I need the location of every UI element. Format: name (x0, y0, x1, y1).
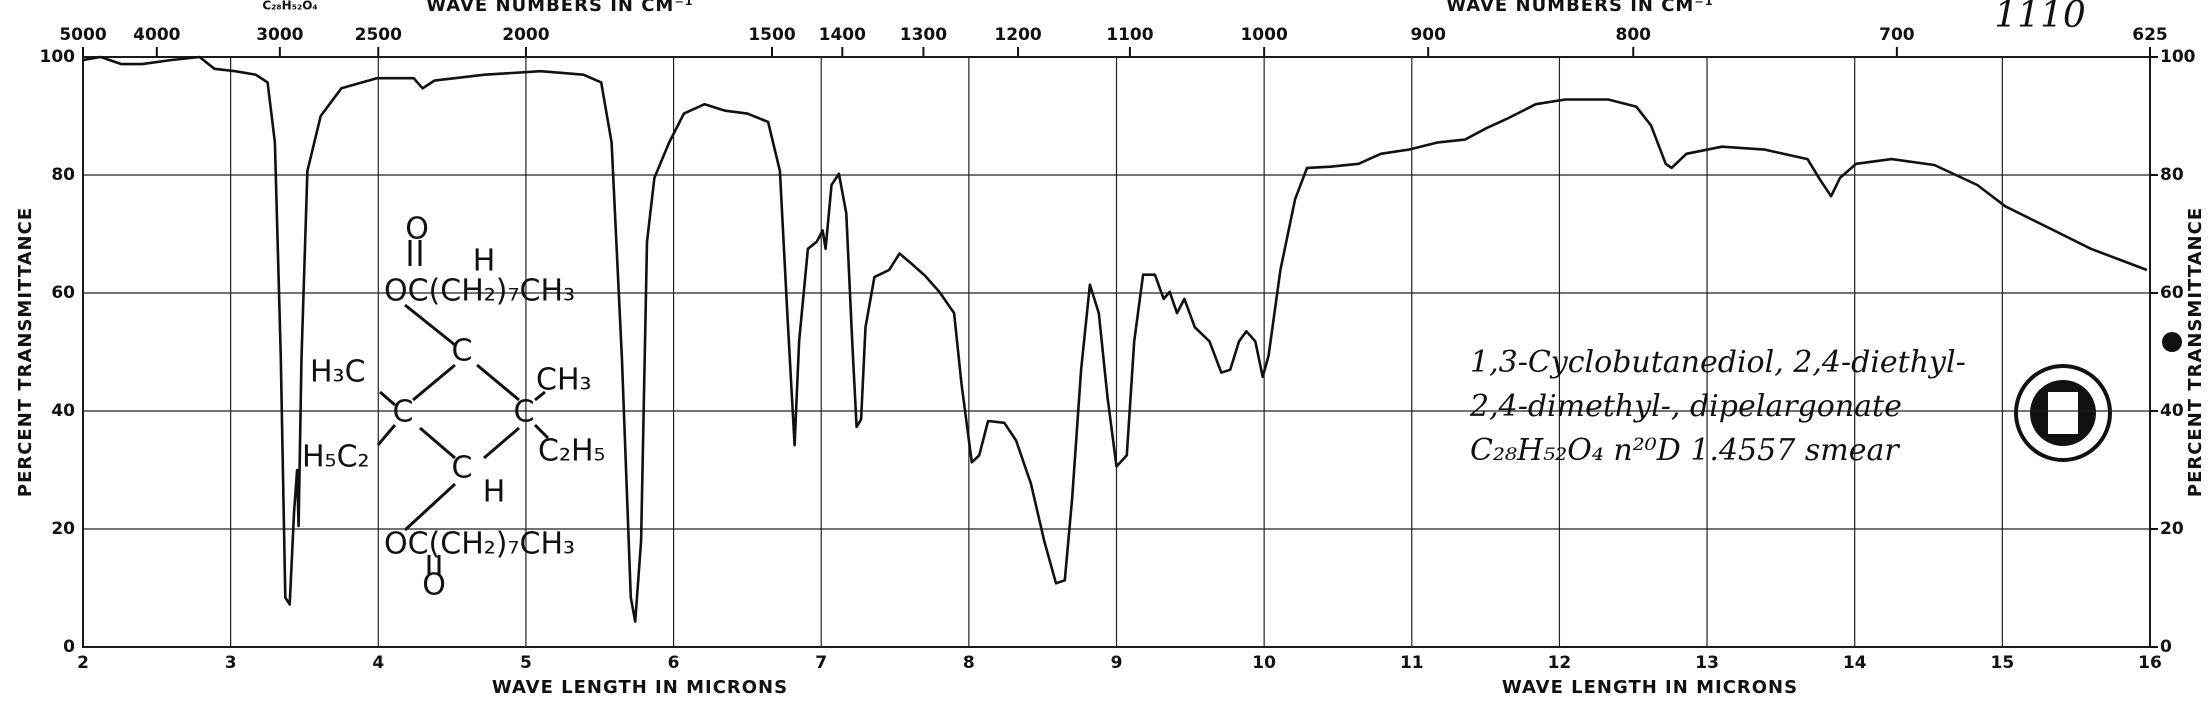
structure-label: H (483, 475, 506, 510)
x2-tick-label: 1000 (1240, 25, 1287, 45)
bond (403, 482, 457, 532)
structure-label: H₃C (310, 355, 366, 390)
bond (483, 426, 520, 460)
x-tick-label: 10 (1252, 653, 1276, 673)
bond (379, 390, 396, 407)
x2-axis-title: WAVE NUMBERS IN CM⁻¹ (1446, 0, 1713, 16)
y2-tick-label: 80 (2160, 165, 2184, 185)
y2-tick-label: 0 (2160, 637, 2172, 657)
sample-label-line: C₂₈H₅₂O₄ n²⁰D 1.4557 smear (1470, 433, 1900, 468)
formula-header: C₂₈H₅₂O₄ (262, 0, 317, 13)
y2-tick-label: 100 (2160, 47, 2196, 67)
x2-tick-label: 2000 (502, 25, 549, 45)
y-tick-label: 0 (63, 637, 75, 657)
y2-tick-label: 60 (2160, 283, 2184, 303)
sample-code: 1110 (1994, 0, 2086, 36)
y-axis-title: PERCENT TRANSMITTANCE (15, 207, 36, 497)
x2-tick-label: 900 (1410, 25, 1446, 45)
bond (419, 426, 456, 460)
x-tick-label: 3 (225, 653, 237, 673)
bond (533, 423, 550, 440)
bond (412, 363, 456, 402)
x2-tick-label: 5000 (59, 25, 106, 45)
bond (476, 363, 520, 402)
structure-label: OC(CH₂)₇CH₃ (384, 274, 575, 309)
x2-tick-label: 1200 (994, 25, 1041, 45)
sample-label-line: 1,3-Cyclobutanediol, 2,4-diethyl- (1470, 345, 1966, 380)
x-tick-label: 2 (77, 653, 89, 673)
x-tick-label: 5 (520, 653, 532, 673)
y2-tick-label: 20 (2160, 519, 2184, 539)
bond (376, 424, 397, 446)
structure-label: H (473, 244, 496, 279)
hole-mark (2162, 332, 2182, 352)
x-tick-label: 16 (2138, 653, 2162, 673)
bond (404, 303, 456, 347)
y2-tick-label: 40 (2160, 401, 2184, 421)
y2-axis-title: PERCENT TRANSMITTANCE (2185, 207, 2206, 497)
y-tick-label: 20 (51, 519, 75, 539)
x-tick-label: 8 (963, 653, 975, 673)
x-axis-title: WAVE LENGTH IN MICRONS (492, 677, 788, 698)
x2-tick-label: 800 (1616, 25, 1652, 45)
label-area (1462, 335, 1912, 495)
structure-bonds (376, 240, 550, 575)
x2-tick-label: 1500 (748, 25, 795, 45)
spectrum-line (82, 55, 2148, 623)
x2-tick-label: 1100 (1106, 25, 1153, 45)
y-tick-label: 60 (51, 283, 75, 303)
x-tick-label: 13 (1695, 653, 1719, 673)
bond (534, 390, 546, 402)
x2-tick-label: 2500 (355, 25, 402, 45)
x-tick-label: 7 (815, 653, 827, 673)
x2-tick-label: 1400 (819, 25, 866, 45)
x-axis-title: WAVE LENGTH IN MICRONS (1502, 677, 1798, 698)
x-tick-label: 4 (372, 653, 384, 673)
x2-tick-label: 4000 (133, 25, 180, 45)
x-tick-label: 9 (1111, 653, 1123, 673)
structure-label: H₅C₂ (302, 440, 370, 475)
structure-label: CH₃ (536, 363, 592, 398)
x2-tick-label: 625 (2132, 25, 2168, 45)
structure-label: C (514, 395, 535, 430)
structure-label: C₂H₅ (538, 434, 606, 469)
structure-label: O (405, 212, 429, 247)
logo-mark (2048, 392, 2078, 434)
x-tick-label: 12 (1548, 653, 1572, 673)
x2-axis-title: WAVE NUMBERS IN CM⁻¹ (426, 0, 693, 16)
structure-label: OC(CH₂)₇CH₃ (384, 527, 575, 562)
company-logo (2014, 364, 2112, 462)
x2-tick-label: 1300 (900, 25, 947, 45)
x-tick-label: 15 (1991, 653, 2015, 673)
x-tick-label: 11 (1400, 653, 1424, 673)
x2-tick-label: 700 (1879, 25, 1915, 45)
x-tick-label: 6 (668, 653, 680, 673)
y-tick-label: 40 (51, 401, 75, 421)
x2-tick-label: 3000 (256, 25, 303, 45)
structure-label: C (452, 334, 473, 369)
y-tick-label: 80 (51, 165, 75, 185)
structure-label: C (393, 395, 414, 430)
sample-label-line: 2,4-dimethyl-, dipelargonate (1469, 389, 1902, 424)
y-tick-label: 100 (40, 47, 76, 67)
x-tick-label: 14 (1843, 653, 1867, 673)
structure-label: C (452, 451, 473, 486)
structure-label: O (422, 568, 446, 603)
